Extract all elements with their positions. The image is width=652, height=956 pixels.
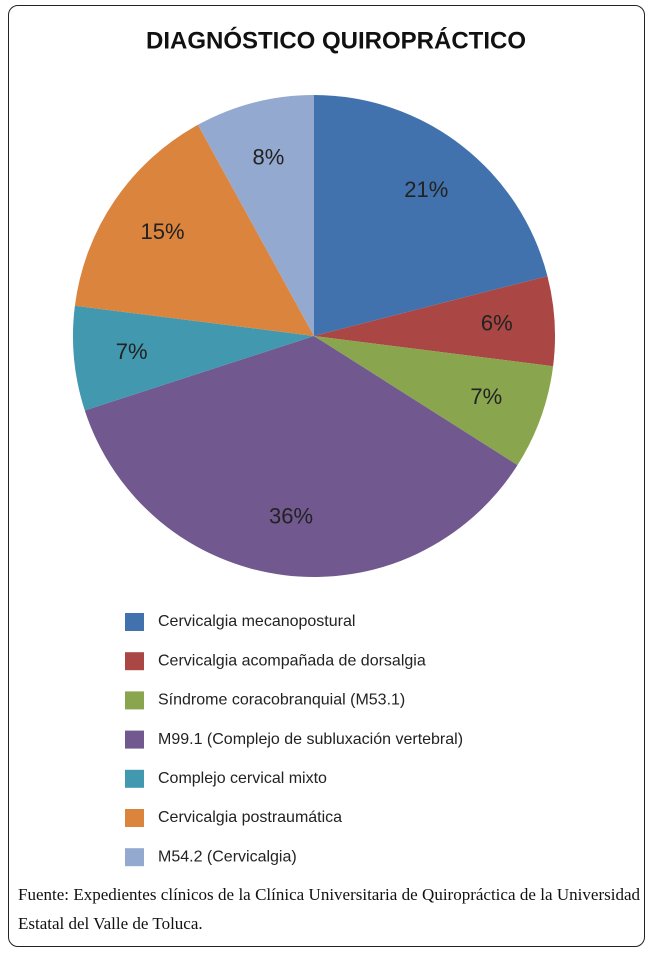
data-label: 15%: [140, 219, 184, 244]
legend-swatch: [125, 848, 144, 867]
data-label: 21%: [404, 177, 448, 202]
legend-label: M54.2 (Cervicalgia): [158, 848, 297, 865]
source-note: Fuente: Expedientes clínicos de la Clíni…: [18, 885, 640, 933]
legend-swatch: [125, 769, 144, 788]
legend-label: Complejo cervical mixto: [158, 770, 327, 787]
legend-label: Cervicalgia acompañada de dorsalgia: [158, 652, 426, 669]
pie-slice: [197, 95, 314, 336]
pie-slice: [314, 336, 554, 466]
legend-label: M99.1 (Complejo de subluxación vertebral…: [158, 731, 463, 748]
legend-label: Cervicalgia mecanopostural: [158, 613, 355, 630]
pie-slice: [314, 95, 548, 336]
data-label: 6%: [481, 310, 513, 335]
legend-swatch: [125, 809, 144, 827]
legend-label: Síndrome coracobranquial (M53.1): [158, 692, 405, 709]
legend-swatch: [125, 730, 144, 749]
pie-slice: [314, 276, 556, 367]
chart: DIAGNÓSTICO QUIROPRÁCTICO 21% Cervicalgia…: [73, 26, 556, 867]
data-label: 36%: [269, 504, 313, 529]
chart-title: DIAGNÓSTICO QUIROPRÁCTICO: [146, 26, 526, 54]
legend-swatch: [125, 652, 144, 671]
legend-label: Cervicalgia postraumática: [158, 809, 342, 826]
data-label: 8%: [253, 144, 285, 169]
data-label: 7%: [470, 384, 502, 409]
pie-slice: [74, 124, 314, 336]
data-label: 7%: [116, 339, 148, 364]
pie-slice: [73, 305, 314, 411]
frame: [8, 5, 645, 947]
legend-swatch: [125, 691, 144, 710]
legend-swatch: [125, 613, 144, 631]
pie-slice: [84, 336, 518, 577]
